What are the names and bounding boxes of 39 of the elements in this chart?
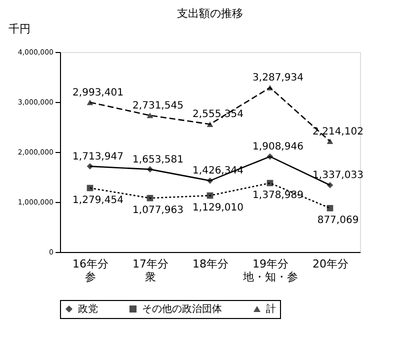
- data-label: 2,555,354: [192, 109, 244, 120]
- point: [266, 84, 274, 90]
- data-label: 3,287,934: [252, 72, 304, 84]
- point: [146, 112, 154, 118]
- point: [86, 184, 94, 192]
- point: [326, 138, 334, 144]
- point: [146, 194, 154, 202]
- data-label: 1,713,947: [72, 151, 124, 162]
- point: [86, 163, 94, 170]
- point: [146, 166, 154, 172]
- point: [326, 204, 334, 212]
- x-tick-label: 18年分: [192, 258, 228, 270]
- data-label: 1,337,033: [312, 170, 364, 182]
- data-label: 2,731,545: [132, 100, 184, 112]
- point: [206, 178, 214, 184]
- data-label: 2,993,401: [72, 87, 124, 98]
- x-tick-label: 17年分衆: [132, 258, 168, 284]
- legend-label: 計: [266, 303, 276, 315]
- data-label: 1,077,963: [132, 205, 184, 216]
- data-label: 1,908,946: [252, 142, 304, 153]
- x-tick-label: 19年分地・知・参: [242, 258, 298, 284]
- x-tick-label: 16年分参: [72, 258, 108, 284]
- chart-title: 支出額の推移: [177, 7, 243, 20]
- legend-label: 政党: [78, 303, 98, 315]
- point: [266, 153, 274, 160]
- data-label: 1,378,989: [252, 190, 304, 202]
- point: [266, 180, 274, 186]
- point: [206, 121, 214, 127]
- data-label: 1,129,010: [192, 202, 244, 214]
- data-label: 1,279,454: [72, 195, 124, 206]
- point: [326, 182, 334, 188]
- data-label: 2,214,102: [312, 126, 364, 138]
- y-axis-title: 千円: [8, 22, 30, 36]
- point: [206, 192, 214, 199]
- x-tick-label: 20年分: [312, 258, 348, 270]
- point: [86, 100, 94, 106]
- data-label: 1,653,581: [132, 154, 184, 166]
- data-label: 877,069: [317, 215, 359, 226]
- legend-label: その他の政治団体: [142, 303, 222, 315]
